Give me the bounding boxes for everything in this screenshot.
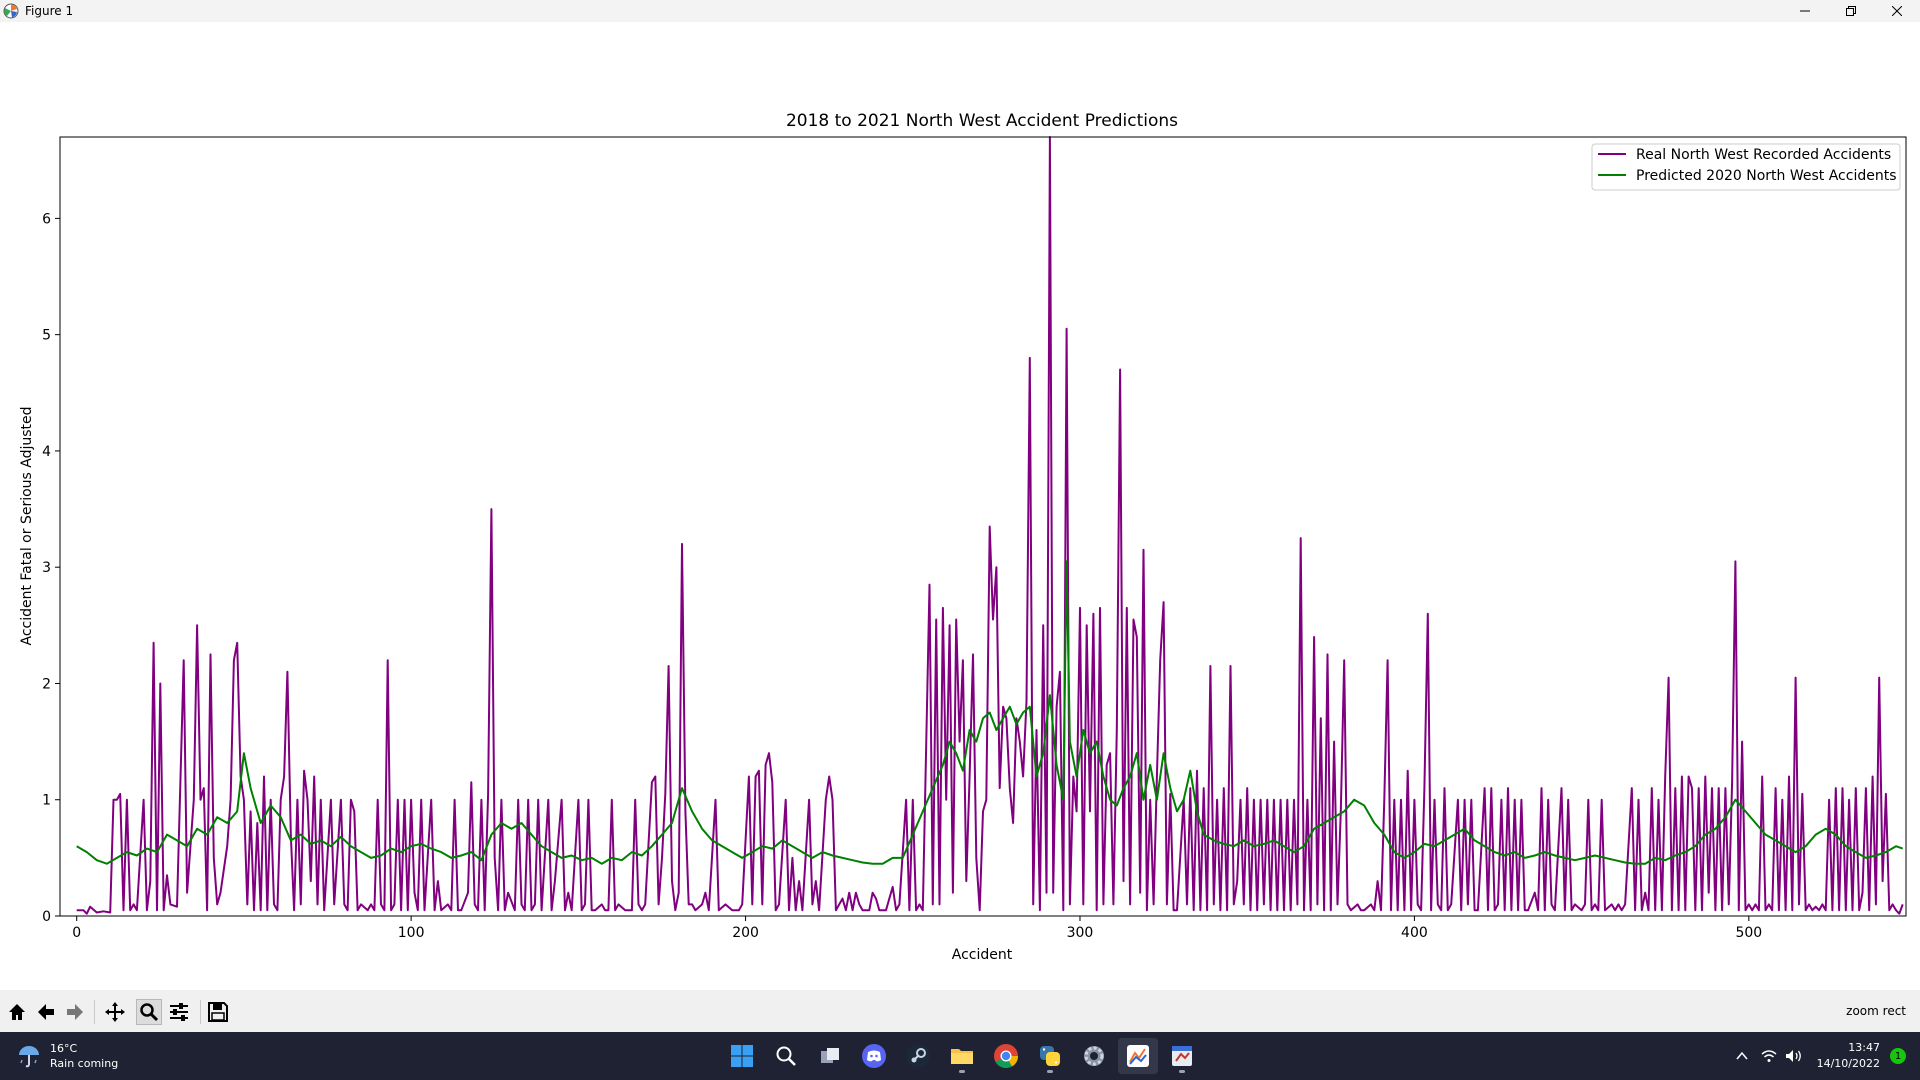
y-axis-label: Accident Fatal or Serious Adjusted (19, 406, 35, 645)
save-figure-button[interactable] (205, 999, 231, 1025)
pan-button[interactable] (102, 999, 128, 1025)
rain-icon (19, 1046, 39, 1068)
navigation-toolbar: zoom rect (0, 990, 1920, 1032)
matplotlib-icon (3, 3, 19, 19)
weather-temp: 16°C (50, 1042, 78, 1055)
figure-canvas[interactable]: 2018 to 2021 North West Accident Predict… (0, 22, 1920, 990)
python-icon (1040, 1046, 1060, 1066)
chrome-icon (994, 1044, 1018, 1069)
taskbar-steam[interactable] (898, 1038, 938, 1074)
pan-icon (105, 1002, 125, 1022)
y-tick-label: 2 (42, 676, 51, 692)
window-title: Figure 1 (25, 4, 74, 18)
y-tick-label: 0 (42, 909, 51, 925)
system-tray: 13:47 14/10/2022 1 (1735, 1032, 1906, 1080)
forward-arrow-icon (67, 1004, 83, 1020)
y-tick-label: 1 (42, 793, 51, 809)
weather-text: Rain coming (50, 1057, 119, 1070)
minimize-icon (1800, 10, 1810, 12)
back-button[interactable] (33, 999, 59, 1025)
series-line-real (76, 136, 1904, 915)
legend: Real North West Recorded Accidents Predi… (1591, 143, 1901, 191)
x-tick-label: 500 (1735, 925, 1762, 941)
task-view-button[interactable] (810, 1038, 850, 1074)
sliders-icon (170, 1003, 188, 1021)
x-tick-label: 400 (1401, 925, 1428, 941)
series-line-predicted (76, 560, 1904, 865)
y-tick-label: 6 (42, 211, 51, 227)
legend-label-real: Real North West Recorded Accidents (1636, 147, 1891, 163)
clock-date: 14/10/2022 (1816, 1057, 1880, 1070)
legend-box (1591, 143, 1901, 191)
minimize-button[interactable] (1782, 0, 1828, 22)
plot-frame (59, 136, 1907, 917)
back-arrow-icon (38, 1004, 54, 1020)
chevron-up-icon[interactable] (1735, 1049, 1749, 1063)
restore-icon (1846, 6, 1856, 16)
steam-icon (906, 1044, 930, 1068)
x-tick-label: 0 (72, 925, 81, 941)
notification-badge[interactable]: 1 (1890, 1048, 1906, 1064)
save-icon (208, 1002, 228, 1022)
home-icon (9, 1004, 25, 1020)
settings-icon (1084, 1046, 1104, 1066)
file-explorer-icon (951, 1049, 973, 1064)
taskbar-file-explorer[interactable] (942, 1038, 982, 1074)
taskbar-matplotlib-figure[interactable] (1118, 1038, 1158, 1074)
taskbar-app[interactable] (1162, 1038, 1202, 1074)
volume-icon[interactable] (1785, 1049, 1803, 1063)
close-icon (1892, 6, 1902, 16)
restore-button[interactable] (1828, 0, 1874, 22)
clock-time: 13:47 (1848, 1041, 1880, 1054)
search-icon (776, 1046, 796, 1066)
y-tick-label: 4 (42, 444, 51, 460)
zoom-icon (140, 1003, 159, 1022)
chart: 2018 to 2021 North West Accident Predict… (19, 111, 1907, 963)
taskbar-python[interactable] (1030, 1038, 1070, 1074)
discord-icon (862, 1044, 886, 1068)
x-tick-label: 200 (732, 925, 759, 941)
home-button[interactable] (4, 999, 30, 1025)
x-axis-label: Accident (952, 947, 1013, 963)
clock[interactable]: 13:47 14/10/2022 (1817, 1040, 1880, 1072)
task-view-icon (821, 1048, 839, 1063)
toolbar-status: zoom rect (1846, 1004, 1906, 1018)
chart-title: 2018 to 2021 North West Accident Predict… (786, 111, 1178, 131)
forward-button[interactable] (62, 999, 88, 1025)
window-titlebar: Figure 1 (0, 0, 1920, 22)
y-tick-label: 3 (42, 560, 51, 576)
taskbar-discord[interactable] (854, 1038, 894, 1074)
matplotlib-icon (1127, 1045, 1149, 1067)
weather-widget[interactable]: 16°C Rain coming (16, 1041, 118, 1071)
windows-start-icon (731, 1045, 753, 1067)
x-tick-label: 100 (398, 925, 425, 941)
app-icon (1172, 1046, 1192, 1066)
x-tick-label: 300 (1067, 925, 1094, 941)
y-tick-label: 5 (42, 328, 51, 344)
legend-label-predicted: Predicted 2020 North West Accidents (1636, 168, 1897, 184)
close-button[interactable] (1874, 0, 1920, 22)
configure-subplots-button[interactable] (166, 999, 192, 1025)
zoom-button[interactable] (136, 999, 162, 1025)
taskbar-settings[interactable] (1074, 1038, 1114, 1074)
taskbar-chrome[interactable] (986, 1038, 1026, 1074)
taskbar: 16°C Rain coming (0, 1032, 1920, 1080)
wifi-icon[interactable] (1761, 1049, 1777, 1063)
taskbar-search-button[interactable] (766, 1038, 806, 1074)
start-button[interactable] (722, 1038, 762, 1074)
